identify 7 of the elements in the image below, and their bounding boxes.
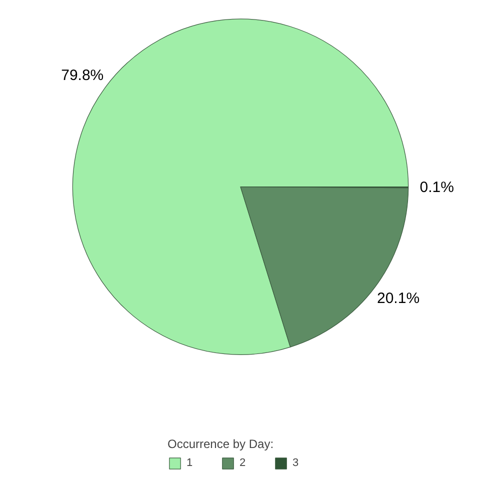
data-label: 79.8%	[61, 66, 104, 84]
legend-label: 3	[292, 457, 300, 469]
legend-label: 2	[240, 457, 247, 469]
data-label: 20.1%	[377, 290, 420, 308]
legend-title: Occurrence by Day:	[168, 437, 275, 451]
data-label: 0.1%	[420, 178, 454, 196]
legend-label: 1	[186, 457, 194, 469]
